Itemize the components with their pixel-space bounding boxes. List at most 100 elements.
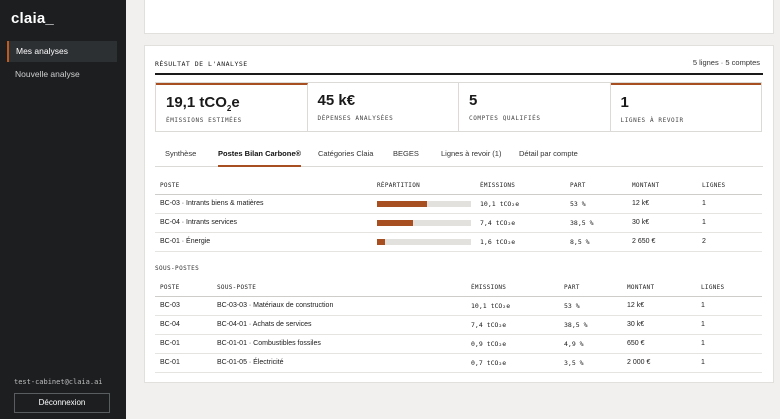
sous-postes-title: SOUS-POSTES — [155, 265, 200, 272]
table-row: BC-04 BC-04-01 · Achats de services 7,4 … — [155, 315, 762, 335]
repartition-bar — [377, 200, 471, 207]
sous-poste-cell: BC-01-01 · Combustibles fossiles — [212, 334, 466, 354]
app-logo: claia_ — [11, 10, 54, 27]
table-row: BC-04 · Intrants services 7,4 tCO₂e 38,5… — [155, 213, 762, 233]
tab-lignes-a-revoir[interactable]: Lignes à revoir (1) — [441, 149, 502, 158]
tab-synthese[interactable]: Synthèse — [165, 149, 197, 158]
kpi-emissions-suffix: e — [231, 94, 240, 111]
table-row: BC-01 BC-01-01 · Combustibles fossiles 0… — [155, 334, 762, 354]
table-header-row: POSTE RÉPARTITION ÉMISSIONS PART MONTANT… — [155, 177, 762, 195]
col-header-repartition: RÉPARTITION — [372, 177, 475, 195]
kpi-comptes: 5 COMPTES QUALIFIÉS — [459, 83, 611, 131]
result-card: RÉSULTAT DE L'ANALYSE 5 lignes · 5 compt… — [144, 45, 774, 383]
col-header-lignes: LIGNES — [697, 177, 762, 195]
montant-cell: 650 € — [622, 334, 696, 354]
user-email: test-cabinet@claia.ai — [14, 378, 103, 386]
result-title: RÉSULTAT DE L'ANALYSE — [155, 60, 248, 68]
previous-card — [144, 0, 774, 34]
kpi-depenses-label: DÉPENSES ANALYSÉES — [317, 115, 394, 122]
col-header-poste: POSTE — [155, 177, 372, 195]
kpi-depenses-value: 45 k€ — [317, 92, 356, 109]
emissions-cell: 0,7 tCO₂e — [466, 353, 559, 373]
emissions-cell: 7,4 tCO₂e — [475, 213, 565, 233]
col-header-montant: MONTANT — [622, 279, 696, 297]
col-header-part: PART — [565, 177, 627, 195]
repartition-bar — [377, 238, 471, 245]
montant-cell: 12 k€ — [622, 296, 696, 316]
emissions-cell: 0,9 tCO₂e — [466, 334, 559, 354]
montant-cell: 12 k€ — [627, 194, 697, 214]
repartition-bar — [377, 219, 471, 226]
part-cell: 38,5 % — [565, 213, 627, 233]
poste-cell: BC-01 — [155, 353, 212, 373]
col-header-montant: MONTANT — [627, 177, 697, 195]
poste-cell: BC-04 · Intrants services — [155, 213, 372, 233]
emissions-cell: 10,1 tCO₂e — [466, 296, 559, 316]
tab-categories-claia[interactable]: Catégories Claia — [318, 149, 374, 158]
sous-postes-table: POSTE SOUS-POSTE ÉMISSIONS PART MONTANT … — [155, 279, 762, 373]
table-row: BC-01 · Énergie 1,6 tCO₂e 8,5 % 2 650 € … — [155, 232, 762, 252]
col-header-lignes: LIGNES — [696, 279, 762, 297]
col-header-sous-poste: SOUS-POSTE — [212, 279, 466, 297]
tab-detail-par-compte[interactable]: Détail par compte — [519, 149, 578, 158]
table-row: BC-03 · Intrants biens & matières 10,1 t… — [155, 194, 762, 214]
poste-cell: BC-01 · Énergie — [155, 232, 372, 252]
part-cell: 53 % — [559, 296, 622, 316]
table-row: BC-01 BC-01-05 · Électricité 0,7 tCO₂e 3… — [155, 353, 762, 373]
part-cell: 4,9 % — [559, 334, 622, 354]
col-header-part: PART — [559, 279, 622, 297]
part-cell: 38,5 % — [559, 315, 622, 335]
sidebar: claia_ Mes analyses Nouvelle analyse tes… — [0, 0, 126, 419]
sous-poste-cell: BC-03-03 · Matériaux de construction — [212, 296, 466, 316]
kpi-row: 19,1 tCO2e ÉMISSIONS ESTIMÉES 45 k€ DÉPE… — [155, 82, 762, 132]
montant-cell: 30 k€ — [627, 213, 697, 233]
lignes-cell: 1 — [696, 353, 762, 373]
lignes-cell: 1 — [696, 315, 762, 335]
kpi-emissions-value: 19,1 tCO — [166, 94, 227, 111]
kpi-lignes-value: 1 — [620, 94, 629, 111]
sidebar-item-mes-analyses[interactable]: Mes analyses — [7, 41, 117, 62]
kpi-comptes-label: COMPTES QUALIFIÉS — [469, 115, 541, 122]
sidebar-item-nouvelle-analyse[interactable]: Nouvelle analyse — [15, 69, 80, 79]
lignes-cell: 1 — [696, 296, 762, 316]
col-header-emissions: ÉMISSIONS — [466, 279, 559, 297]
table-row: BC-03 BC-03-03 · Matériaux de constructi… — [155, 296, 762, 316]
kpi-comptes-value: 5 — [469, 92, 478, 109]
part-cell: 53 % — [565, 194, 627, 214]
kpi-emissions-sub: 2 — [226, 104, 232, 113]
sous-poste-cell: BC-04-01 · Achats de services — [212, 315, 466, 335]
tab-bar: Synthèse Postes Bilan Carbone® Catégorie… — [155, 143, 763, 167]
kpi-lignes: 1 LIGNES À REVOIR — [610, 83, 761, 131]
result-meta: 5 lignes · 5 comptes — [692, 58, 760, 67]
lignes-cell: 2 — [697, 232, 762, 252]
col-header-emissions: ÉMISSIONS — [475, 177, 565, 195]
emissions-cell: 1,6 tCO₂e — [475, 232, 565, 252]
emissions-cell: 7,4 tCO₂e — [466, 315, 559, 335]
emissions-cell: 10,1 tCO₂e — [475, 194, 565, 214]
montant-cell: 30 k€ — [622, 315, 696, 335]
montant-cell: 2 000 € — [622, 353, 696, 373]
lignes-cell: 1 — [697, 213, 762, 233]
tab-beges[interactable]: BEGES — [393, 149, 419, 158]
repartition-bar-fill — [377, 200, 427, 207]
poste-cell: BC-03 — [155, 296, 212, 316]
kpi-emissions: 19,1 tCO2e ÉMISSIONS ESTIMÉES — [156, 83, 308, 131]
part-cell: 8,5 % — [565, 232, 627, 252]
repartition-bar-fill — [377, 219, 414, 226]
poste-cell: BC-04 — [155, 315, 212, 335]
col-header-poste: POSTE — [155, 279, 212, 297]
logout-button[interactable]: Déconnexion — [14, 393, 110, 413]
kpi-depenses: 45 k€ DÉPENSES ANALYSÉES — [308, 83, 459, 131]
sous-poste-cell: BC-01-05 · Électricité — [212, 353, 466, 373]
part-cell: 3,5 % — [559, 353, 622, 373]
lignes-cell: 1 — [697, 194, 762, 214]
kpi-lignes-label: LIGNES À REVOIR — [620, 117, 684, 124]
postes-table: POSTE RÉPARTITION ÉMISSIONS PART MONTANT… — [155, 177, 762, 252]
lignes-cell: 1 — [696, 334, 762, 354]
divider — [155, 73, 763, 75]
poste-cell: BC-03 · Intrants biens & matières — [155, 194, 372, 214]
table-header-row: POSTE SOUS-POSTE ÉMISSIONS PART MONTANT … — [155, 279, 762, 297]
montant-cell: 2 650 € — [627, 232, 697, 252]
tab-postes-bilan-carbone[interactable]: Postes Bilan Carbone® — [218, 149, 302, 167]
poste-cell: BC-01 — [155, 334, 212, 354]
